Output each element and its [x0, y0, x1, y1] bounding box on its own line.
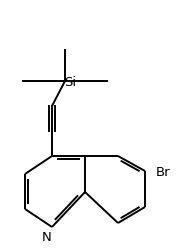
Text: N: N — [42, 230, 52, 243]
Text: Si: Si — [64, 75, 76, 88]
Text: Br: Br — [156, 165, 170, 178]
